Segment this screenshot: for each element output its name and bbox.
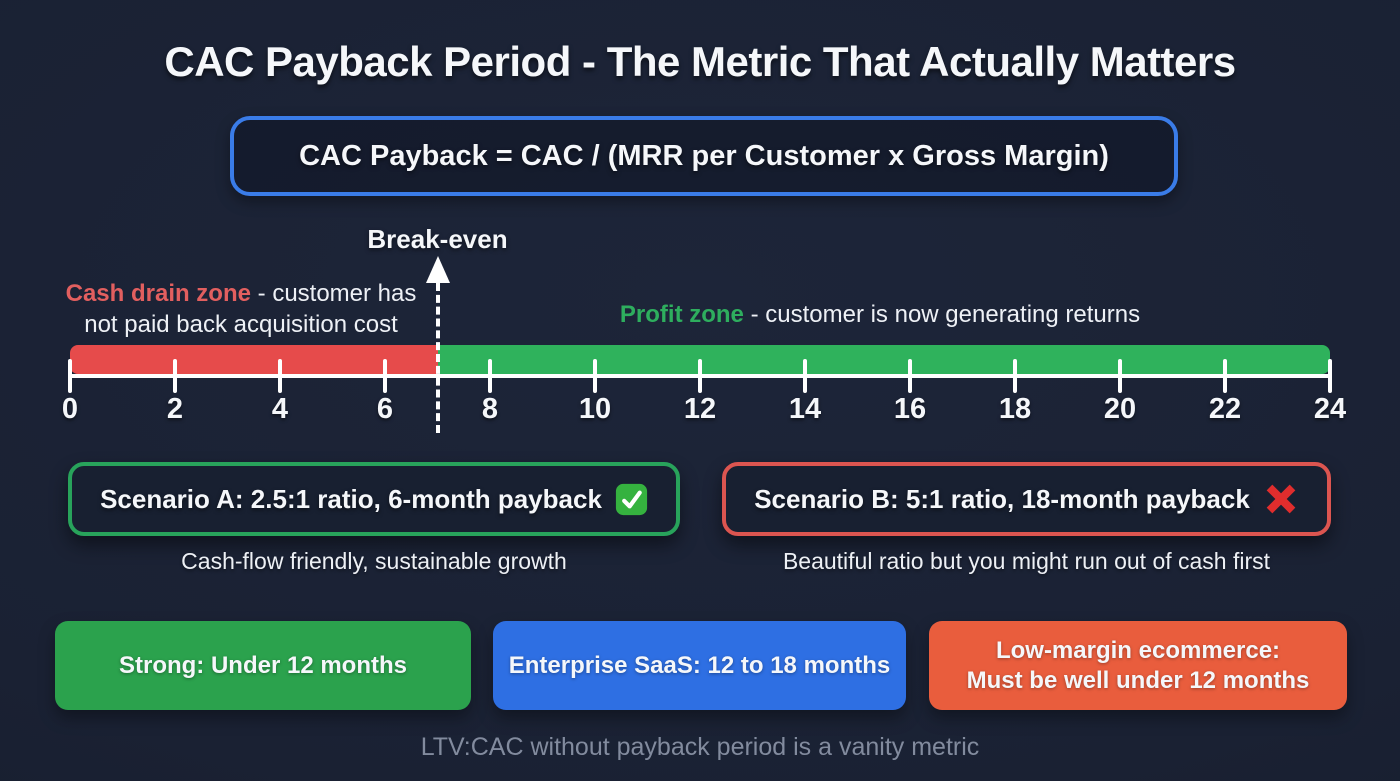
timeline-tick: [698, 359, 702, 393]
timeline-tick-label: 18: [998, 393, 1032, 425]
benchmark-label: Strong: Under 12 months: [118, 651, 407, 679]
profit-bar-segment: [437, 345, 1330, 374]
timeline-tick-label: 10: [578, 393, 612, 425]
profit-zone-text: Profit zone - customer is now generating…: [555, 299, 1205, 330]
benchmark-card-enterprise: Enterprise SaaS: 12 to 18 months: [493, 621, 906, 710]
benchmark-label: Must be well under 12 months: [966, 666, 1310, 694]
timeline-tick: [803, 359, 807, 393]
timeline-tick-label: 6: [376, 393, 394, 425]
break-even-arrow-icon: [425, 256, 450, 283]
timeline-tick: [593, 359, 597, 393]
timeline-tick-label: 4: [271, 393, 289, 425]
timeline-tick: [383, 359, 387, 393]
timeline-tick-label: 8: [481, 393, 499, 425]
scenario-a-caption: Cash-flow friendly, sustainable growth: [181, 548, 567, 574]
footer-note: LTV:CAC without payback period is a vani…: [420, 733, 980, 761]
profit-zone-description: - customer is now generating returns: [750, 301, 1141, 328]
timeline-tick-label: 24: [1313, 393, 1347, 425]
timeline-tick: [1013, 359, 1017, 393]
scenario-b-label: Scenario B: 5:1 ratio, 18-month payback: [754, 483, 1250, 514]
timeline-tick: [278, 359, 282, 393]
timeline-tick-label: 14: [788, 393, 822, 425]
cash-drain-zone-text: Cash drain zone - customer has not paid …: [55, 278, 427, 340]
cash-drain-bar-segment: [70, 345, 438, 374]
timeline-tick: [1118, 359, 1122, 393]
timeline-tick: [1328, 359, 1332, 393]
timeline-tick-label: 22: [1208, 393, 1242, 425]
scenario-a-card: Scenario A: 2.5:1 ratio, 6-month payback: [68, 462, 680, 536]
timeline-tick: [1223, 359, 1227, 393]
scenario-b-caption: Beautiful ratio but you might run out of…: [782, 548, 1271, 574]
scenario-b-card: Scenario B: 5:1 ratio, 18-month payback: [722, 462, 1331, 536]
timeline-tick: [68, 359, 72, 393]
benchmark-label: Low-margin ecommerce:: [995, 636, 1281, 664]
benchmark-card-strong: Strong: Under 12 months: [55, 621, 471, 710]
scenario-a-label: Scenario A: 2.5:1 ratio, 6-month payback: [100, 483, 602, 514]
break-even-dashed-line: [435, 283, 440, 433]
formula-box: CAC Payback = CAC / (MRR per Customer x …: [230, 116, 1178, 196]
timeline-tick: [908, 359, 912, 393]
timeline-tick-label: 20: [1103, 393, 1137, 425]
timeline-tick-label: 16: [893, 393, 927, 425]
cross-icon: [1263, 481, 1299, 517]
formula-text: CAC Payback = CAC / (MRR per Customer x …: [299, 139, 1109, 172]
cash-drain-zone-label: Cash drain zone: [65, 280, 251, 307]
page-title: CAC Payback Period - The Metric That Act…: [164, 38, 1236, 85]
benchmark-label: Enterprise SaaS: 12 to 18 months: [508, 651, 891, 679]
cash-drain-zone-description: - customer has not paid back acquisition…: [84, 280, 417, 338]
break-even-label: Break-even: [367, 224, 508, 254]
timeline-tick: [488, 359, 492, 393]
benchmark-card-ecommerce: Low-margin ecommerce: Must be well under…: [929, 621, 1347, 710]
timeline-tick: [173, 359, 177, 393]
check-icon: [615, 483, 648, 516]
timeline-bar: [70, 345, 1330, 374]
timeline-tick-label: 0: [61, 393, 79, 425]
timeline-tick-label: 2: [166, 393, 184, 425]
profit-zone-label: Profit zone: [619, 301, 744, 328]
timeline-tick-label: 12: [683, 393, 717, 425]
